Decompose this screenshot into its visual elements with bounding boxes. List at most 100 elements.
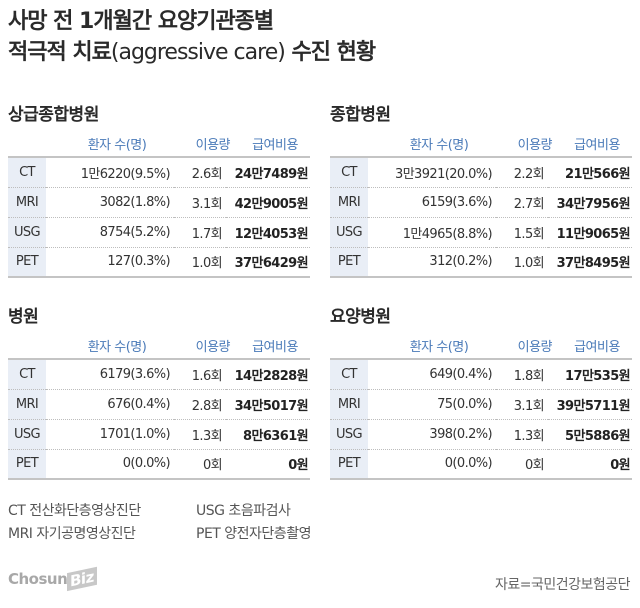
- cost-cell: 5만5886원: [548, 418, 632, 449]
- table-row: USG 1701(1.0%) 1.3회 8만6361원: [8, 418, 310, 449]
- cost-cell: 42만9005원: [226, 186, 310, 217]
- source-credit: 자료=국민건강보험공단: [494, 577, 631, 593]
- panel-general-hospital: 종합병원 환자 수(명) 이용량 급여비용 CT 3만3921(20.0%) 2.2…: [330, 100, 634, 278]
- title-part-b: 수진 현황: [284, 40, 376, 65]
- row-label: USG: [8, 418, 46, 449]
- cost-cell: 12만4053원: [226, 216, 310, 247]
- usage-cell: 3.1회: [496, 388, 548, 419]
- usage-cell: 1.0회: [174, 246, 226, 277]
- cost-cell: 17만535원: [565, 368, 631, 384]
- patients-cell: 75(0.0%): [368, 388, 496, 419]
- legend-item: PET 양전자단층촬영: [196, 526, 311, 542]
- usage-cell: 1.3회: [496, 418, 548, 449]
- patients-cell: 3082(1.8%): [46, 186, 174, 217]
- title-line-2: 적극적 치료(aggressive care) 수진 현황: [8, 37, 376, 68]
- legend-row: CT 전산화단층영상진단 USG 초음파검사: [8, 500, 384, 523]
- patients-cell: 0(0.0%): [368, 448, 496, 479]
- table-row: MRI 75(0.0%) 3.1회 39만5711원: [330, 388, 632, 419]
- panel-nursing-hospital: 요양병원 환자 수(명) 이용량 급여비용 CT 649(0.4%) 1.8회 17만…: [330, 302, 634, 480]
- cost-cell: 37만6429원: [226, 246, 310, 277]
- row-label: CT: [330, 157, 368, 187]
- col-usage: 이용량: [517, 137, 553, 153]
- usage-cell: 1.8회: [513, 368, 545, 384]
- col-cost: 급여비용: [574, 137, 620, 153]
- usage-cell: 1.5회: [496, 216, 548, 247]
- patients-cell: 0(0.0%): [46, 448, 174, 479]
- col-cost: 급여비용: [252, 137, 298, 153]
- cost-cell: 34만5017원: [226, 388, 310, 419]
- table-row: PET 127(0.3%) 1.0회 37만6429원: [8, 246, 310, 277]
- patients-cell: 6159(3.6%): [368, 186, 496, 217]
- table-row: USG 8754(5.2%) 1.7회 12만4053원: [8, 216, 310, 247]
- panel-title: 요양병원: [330, 307, 391, 327]
- usage-cell: 2.8회: [174, 388, 226, 419]
- column-headers: 환자 수(명) 이용량 급여비용: [8, 332, 312, 358]
- col-patients: 환자 수(명): [409, 137, 469, 153]
- data-table: CT 649(0.4%) 1.8회 17만535원 MRI 75(0.0%) 3.1회 39…: [330, 358, 632, 480]
- column-headers: 환자 수(명) 이용량 급여비용: [330, 332, 634, 358]
- cost-cell: 37만8495원: [548, 246, 632, 277]
- panel-title: 종합병원: [330, 105, 391, 125]
- col-patients: 환자 수(명): [87, 339, 147, 355]
- usage-cell: 0회: [174, 448, 226, 479]
- cost-cell: 14만2828원: [234, 368, 309, 384]
- patients-cell: 1701(1.0%): [46, 418, 174, 449]
- usage-cell: 2.7회: [496, 186, 548, 217]
- patients-cell: 1만6220(9.5%): [80, 166, 171, 182]
- cost-cell: 11만9065원: [548, 216, 632, 247]
- usage-cell: 3.1회: [174, 186, 226, 217]
- panel-title: 병원: [8, 307, 39, 327]
- col-patients: 환자 수(명): [409, 339, 469, 355]
- usage-cell: 1.6회: [191, 368, 223, 384]
- table-row: PET 0(0.0%) 0회 0원: [330, 448, 632, 479]
- row-label: MRI: [330, 388, 368, 419]
- data-table: CT 3만3921(20.0%) 2.2회 21만566원 MRI 6159(3.6%)…: [330, 156, 632, 278]
- table-row: CT 1만6220(9.5%) 2.6회 24만7489원: [8, 157, 310, 187]
- patients-cell: 127(0.3%): [46, 246, 174, 277]
- cost-cell: 0원: [548, 448, 632, 479]
- logo-badge: Biz: [67, 566, 98, 592]
- row-label: PET: [330, 448, 368, 479]
- col-usage: 이용량: [517, 339, 553, 355]
- col-usage: 이용량: [195, 339, 231, 355]
- panel-title: 상급종합병원: [8, 105, 99, 125]
- usage-cell: 2.2회: [513, 166, 545, 182]
- data-table: CT 6179(3.6%) 1.6회 14만2828원 MRI 676(0.4%) 2.8…: [8, 358, 310, 480]
- table-row: MRI 6159(3.6%) 2.7회 34만7956원: [330, 186, 632, 217]
- cost-cell: 39만5711원: [548, 388, 632, 419]
- patients-cell: 6179(3.6%): [99, 366, 171, 382]
- table-row: CT 3만3921(20.0%) 2.2회 21만566원: [330, 157, 632, 187]
- legend-item: USG 초음파검사: [196, 503, 291, 519]
- table-row: MRI 676(0.4%) 2.8회 34만5017원: [8, 388, 310, 419]
- col-usage: 이용량: [195, 137, 231, 153]
- title-line-1: 사망 전 1개월간 요양기관종별: [8, 9, 274, 34]
- panel-tertiary-hospital: 상급종합병원 환자 수(명) 이용량 급여비용 CT 1만6220(9.5%) 2.…: [8, 100, 312, 278]
- logo-text: Chosun: [8, 570, 68, 588]
- patients-cell: 398(0.2%): [368, 418, 496, 449]
- usage-cell: 0회: [496, 448, 548, 479]
- col-cost: 급여비용: [252, 339, 298, 355]
- page-title: 사망 전 1개월간 요양기관종별 적극적 치료(aggressive care)…: [8, 6, 376, 68]
- legend-item: MRI 자기공명영상진단: [8, 526, 136, 542]
- row-label: MRI: [8, 186, 46, 217]
- row-label: CT: [8, 157, 46, 187]
- table-row: USG 1만4965(8.8%) 1.5회 11만9065원: [330, 216, 632, 247]
- row-label: USG: [330, 418, 368, 449]
- legend-row: MRI 자기공명영상진단 PET 양전자단층촬영: [8, 523, 384, 546]
- title-part-a: 적극적 치료: [8, 40, 112, 65]
- table-row: PET 0(0.0%) 0회 0원: [8, 448, 310, 479]
- cost-cell: 21만566원: [565, 166, 631, 182]
- row-label: PET: [8, 448, 46, 479]
- table-row: MRI 3082(1.8%) 3.1회 42만9005원: [8, 186, 310, 217]
- title-part-light: (aggressive care): [110, 40, 286, 65]
- table-row: CT 649(0.4%) 1.8회 17만535원: [330, 359, 632, 389]
- patients-cell: 312(0.2%): [368, 246, 496, 277]
- patients-cell: 676(0.4%): [46, 388, 174, 419]
- usage-cell: 1.0회: [496, 246, 548, 277]
- usage-cell: 1.3회: [174, 418, 226, 449]
- row-label: PET: [8, 246, 46, 277]
- column-headers: 환자 수(명) 이용량 급여비용: [330, 130, 634, 156]
- chosunbiz-logo: Chosun Biz: [8, 566, 98, 592]
- row-label: CT: [8, 359, 46, 389]
- data-table: CT 1만6220(9.5%) 2.6회 24만7489원 MRI 3082(1.8%)…: [8, 156, 310, 278]
